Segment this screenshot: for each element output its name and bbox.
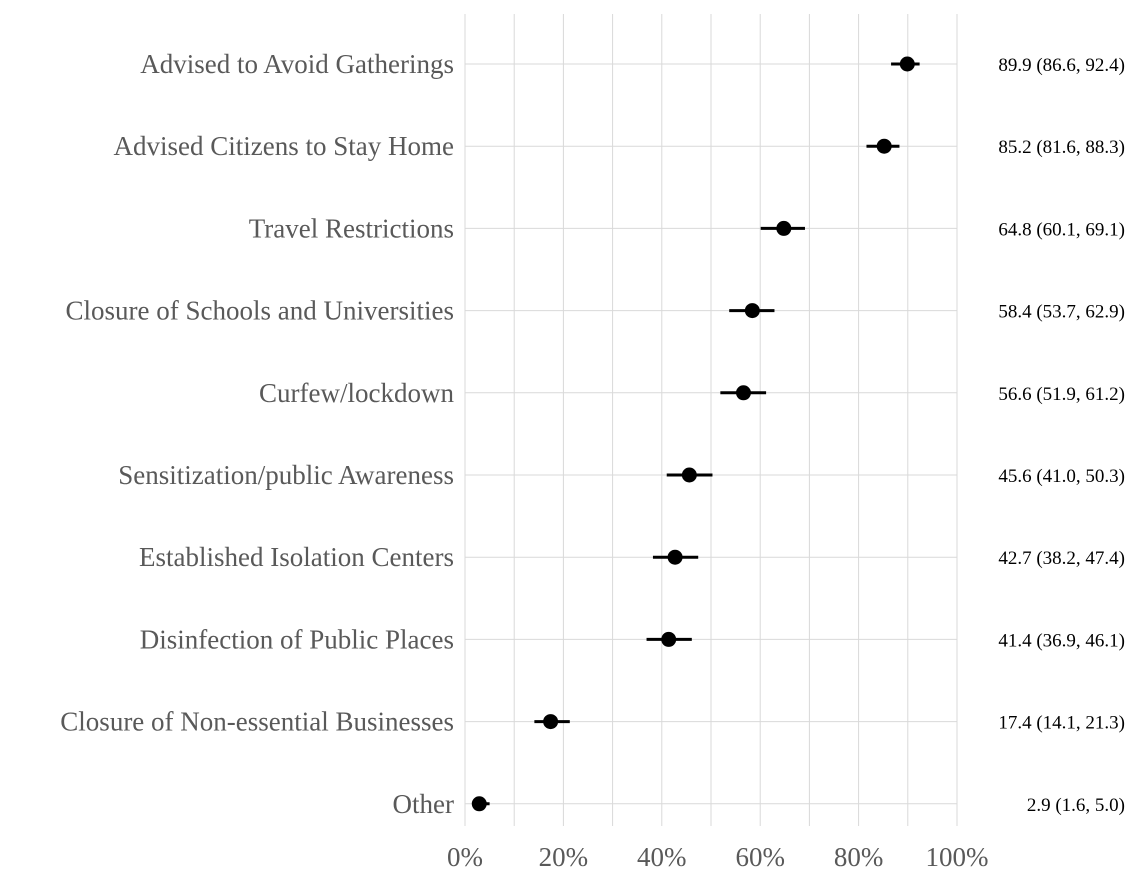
- error-bars: [472, 62, 920, 806]
- ci-annotation: 41.4 (36.9, 46.1): [998, 630, 1125, 651]
- x-tick-label: 40%: [637, 842, 687, 872]
- estimate-point: [681, 467, 697, 483]
- x-tick-label: 100%: [926, 842, 989, 872]
- x-axis-ticks: 0% 20% 40% 60% 80% 100%: [447, 842, 989, 872]
- category-labels: Advised to Avoid Gatherings Advised Citiz…: [60, 49, 454, 819]
- estimate-point: [776, 220, 792, 236]
- estimate-point: [876, 138, 892, 154]
- ci-annotation: 64.8 (60.1, 69.1): [998, 219, 1125, 240]
- ci-annotation: 85.2 (81.6, 88.3): [998, 137, 1125, 158]
- ci-annotation: 45.6 (41.0, 50.3): [998, 466, 1125, 487]
- category-label: Disinfection of Public Places: [140, 624, 454, 654]
- category-label: Curfew/lockdown: [259, 378, 454, 408]
- ci-annotation: 2.9 (1.6, 5.0): [1027, 795, 1125, 816]
- category-label: Established Isolation Centers: [139, 542, 454, 572]
- ci-annotation: 42.7 (38.2, 47.4): [998, 548, 1125, 569]
- ci-annotations: 89.9 (86.6, 92.4) 85.2 (81.6, 88.3) 64.8 (…: [998, 55, 1125, 816]
- x-tick-label: 80%: [834, 842, 884, 872]
- category-label: Closure of Non-essential Businesses: [60, 707, 454, 737]
- ci-annotation: 56.6 (51.9, 61.2): [998, 384, 1125, 405]
- category-label: Other: [393, 789, 454, 819]
- x-tick-label: 20%: [539, 842, 589, 872]
- ci-annotation: 58.4 (53.7, 62.9): [998, 302, 1125, 323]
- estimate-point: [543, 714, 559, 730]
- ci-annotation: 17.4 (14.1, 21.3): [998, 713, 1125, 734]
- category-label: Advised Citizens to Stay Home: [114, 131, 454, 161]
- estimate-point: [735, 385, 751, 401]
- category-label: Advised to Avoid Gatherings: [140, 49, 454, 79]
- grid-layer: [464, 14, 958, 826]
- estimate-point: [661, 631, 677, 647]
- category-label: Sensitization/public Awareness: [118, 460, 454, 490]
- estimate-point: [667, 549, 683, 565]
- estimate-point: [899, 56, 915, 72]
- ci-annotation: 89.9 (86.6, 92.4): [998, 55, 1125, 76]
- estimate-point: [744, 303, 760, 319]
- category-label: Travel Restrictions: [249, 213, 454, 243]
- category-label: Closure of Schools and Universities: [66, 296, 454, 326]
- data-points: [471, 56, 915, 812]
- x-tick-label: 60%: [735, 842, 785, 872]
- x-tick-label: 0%: [447, 842, 483, 872]
- estimate-point: [471, 796, 487, 812]
